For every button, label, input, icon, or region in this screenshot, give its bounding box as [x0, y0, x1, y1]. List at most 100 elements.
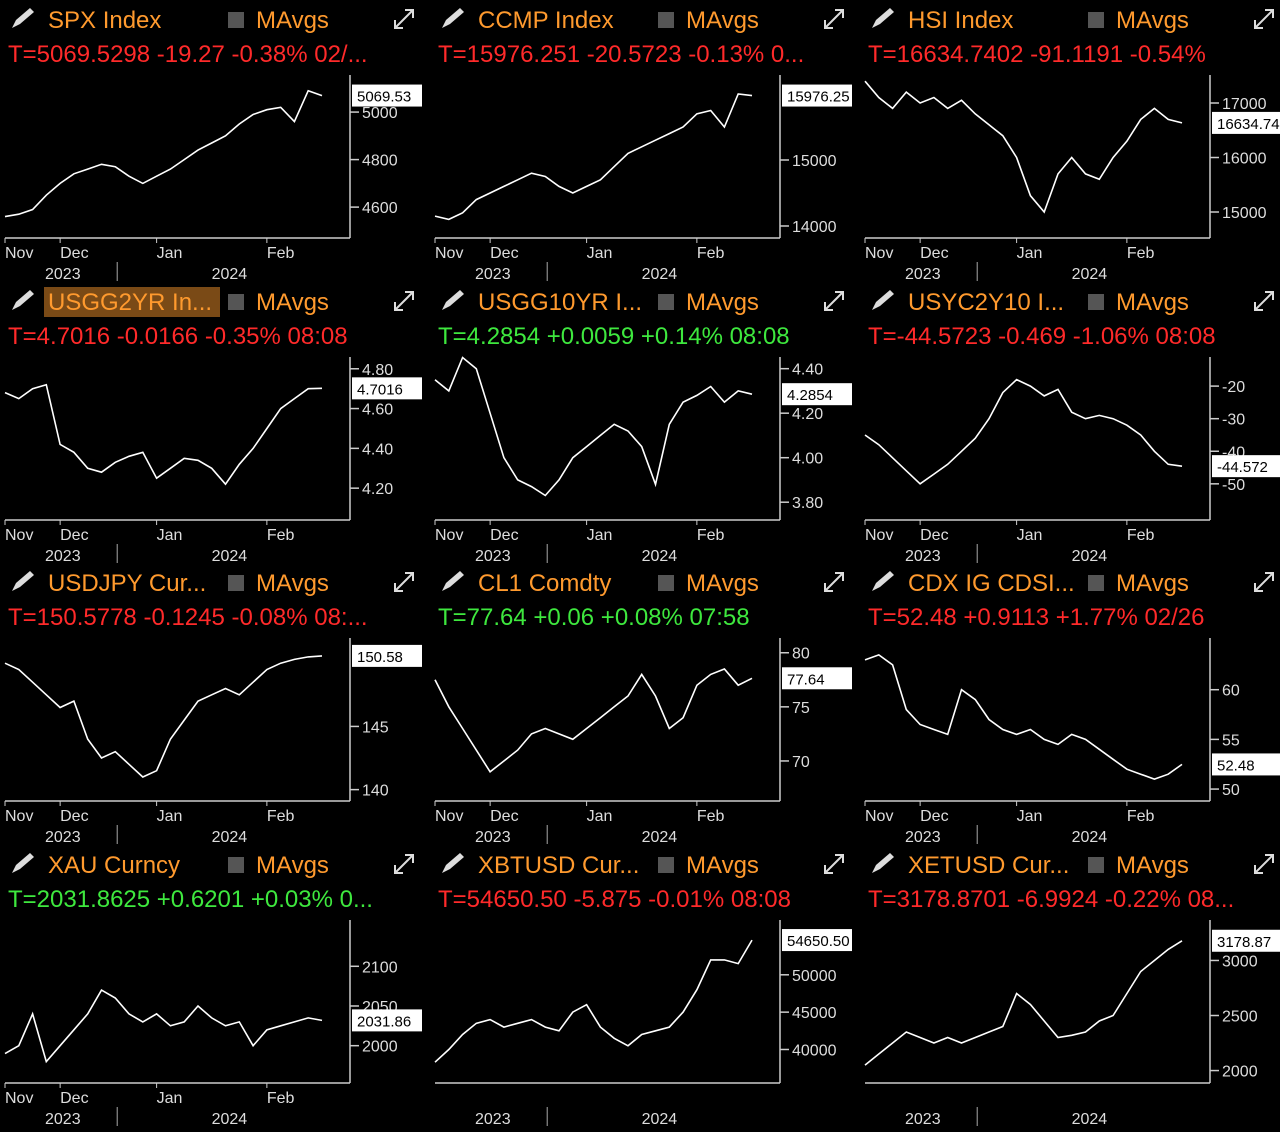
title-highlight	[44, 287, 220, 317]
y-tick-label: 4.00	[792, 451, 823, 468]
chart-panel: USGG2YR In... MAvgs T=4.7016 -0.0166 -0.35…	[4, 287, 422, 565]
expand-icon[interactable]	[824, 291, 844, 311]
x-tick-label: Nov	[5, 245, 33, 262]
chart-panel: CCMP Index MAvgs T=15976.251 -20.5723 -0.1…	[434, 7, 852, 281]
y-tick-label: 15000	[792, 153, 837, 170]
price-line	[864, 940, 1183, 1066]
year-label: 2023	[45, 548, 81, 565]
quote-line: T=16634.7402 -91.1191 -0.54%	[868, 41, 1206, 68]
price-line	[864, 378, 1183, 485]
legend-checkbox[interactable]	[228, 294, 244, 310]
legend-label: MAvgs	[686, 852, 759, 879]
expand-icon[interactable]	[394, 572, 414, 592]
x-tick-label: Jan	[1017, 808, 1043, 825]
legend-checkbox[interactable]	[658, 12, 674, 28]
expand-icon[interactable]	[824, 9, 844, 29]
legend-checkbox[interactable]	[1088, 575, 1104, 591]
chart-title: HSI Index	[908, 7, 1013, 34]
y-tick-label: 15000	[1222, 205, 1267, 222]
expand-icon[interactable]	[824, 572, 844, 592]
edit-icon	[442, 290, 464, 310]
year-label: 2023	[45, 829, 81, 846]
edit-icon	[872, 8, 894, 28]
last-value-box	[1212, 111, 1280, 134]
y-tick-label: 3000	[1222, 953, 1258, 970]
expand-icon[interactable]	[1254, 291, 1274, 311]
last-value-box	[1212, 455, 1280, 478]
legend-checkbox[interactable]	[228, 575, 244, 591]
expand-icon[interactable]	[1254, 572, 1274, 592]
chart-title: USDJPY Cur...	[48, 570, 206, 597]
x-tick-label: Dec	[60, 1090, 88, 1107]
x-tick-label: Dec	[490, 245, 518, 262]
legend-label: MAvgs	[686, 289, 759, 316]
x-tick-label: Nov	[865, 527, 893, 544]
x-tick-label: Jan	[587, 808, 613, 825]
year-label: 2024	[642, 829, 678, 846]
expand-icon[interactable]	[824, 854, 844, 874]
quote-line: T=-44.5723 -0.469 -1.06% 08:08	[868, 323, 1216, 350]
year-label: 2024	[1072, 829, 1108, 846]
x-tick-label: Feb	[1127, 527, 1155, 544]
expand-icon[interactable]	[1254, 854, 1274, 874]
chart-panel: USDJPY Cur... MAvgs T=150.5778 -0.1245 -0.…	[4, 570, 422, 846]
last-value-box	[352, 1009, 422, 1032]
year-label: 2024	[212, 829, 248, 846]
legend-checkbox[interactable]	[658, 294, 674, 310]
last-value-label: 54650.50	[787, 933, 850, 950]
expand-icon[interactable]	[1254, 9, 1274, 29]
year-label: 2023	[45, 1111, 81, 1128]
legend-label: MAvgs	[1116, 7, 1189, 34]
legend-label: MAvgs	[1116, 852, 1189, 879]
legend-checkbox[interactable]	[658, 575, 674, 591]
edit-icon	[872, 290, 894, 310]
quote-line: T=3178.8701 -6.9924 -0.22% 08...	[868, 886, 1234, 913]
y-tick-label: 2000	[1222, 1064, 1258, 1081]
edit-icon	[442, 571, 464, 591]
y-tick-label: 145	[362, 719, 389, 736]
last-value-label: 3178.87	[1217, 934, 1271, 951]
x-tick-label: Jan	[587, 245, 613, 262]
legend-checkbox[interactable]	[1088, 294, 1104, 310]
chart-panel: CL1 Comdty MAvgs T=77.64 +0.06 +0.08% 07:5…	[434, 570, 852, 846]
last-value-label: 5069.53	[357, 89, 411, 106]
y-tick-label: 75	[792, 700, 810, 717]
y-tick-label: 14000	[792, 219, 837, 236]
expand-icon[interactable]	[394, 9, 414, 29]
x-tick-label: Nov	[5, 1090, 33, 1107]
x-tick-label: Dec	[920, 245, 948, 262]
chart-title: XAU Curncy	[48, 852, 180, 879]
chart-title: CL1 Comdty	[478, 570, 611, 597]
edit-icon	[442, 853, 464, 873]
y-tick-label: 4.40	[362, 441, 393, 458]
year-label: 2023	[905, 829, 941, 846]
legend-checkbox[interactable]	[228, 12, 244, 28]
expand-icon[interactable]	[394, 291, 414, 311]
x-tick-label: Dec	[920, 808, 948, 825]
chart-title: CCMP Index	[478, 7, 614, 34]
x-tick-label: Feb	[1127, 808, 1155, 825]
last-value-label: -44.572	[1217, 459, 1268, 476]
x-tick-label: Dec	[490, 808, 518, 825]
quote-line: T=2031.8625 +0.6201 +0.03% 0...	[8, 886, 373, 913]
legend-checkbox[interactable]	[228, 857, 244, 873]
y-tick-label: 2000	[362, 1039, 398, 1056]
year-label: 2023	[905, 266, 941, 283]
chart-panel: USYC2Y10 I... MAvgs T=-44.5723 -0.469 -1.0…	[864, 289, 1280, 563]
x-tick-label: Dec	[60, 808, 88, 825]
legend-label: MAvgs	[686, 7, 759, 34]
legend-checkbox[interactable]	[1088, 12, 1104, 28]
legend-label: MAvgs	[1116, 289, 1189, 316]
legend-checkbox[interactable]	[1088, 857, 1104, 873]
legend-checkbox[interactable]	[658, 857, 674, 873]
y-tick-label: -30	[1222, 412, 1245, 429]
last-value-box	[352, 644, 422, 667]
edit-icon	[12, 8, 34, 28]
price-line	[864, 80, 1183, 214]
expand-icon[interactable]	[394, 854, 414, 874]
x-tick-label: Feb	[697, 808, 725, 825]
x-tick-label: Jan	[157, 808, 183, 825]
x-tick-label: Nov	[865, 245, 893, 262]
year-label: 2024	[212, 1111, 248, 1128]
